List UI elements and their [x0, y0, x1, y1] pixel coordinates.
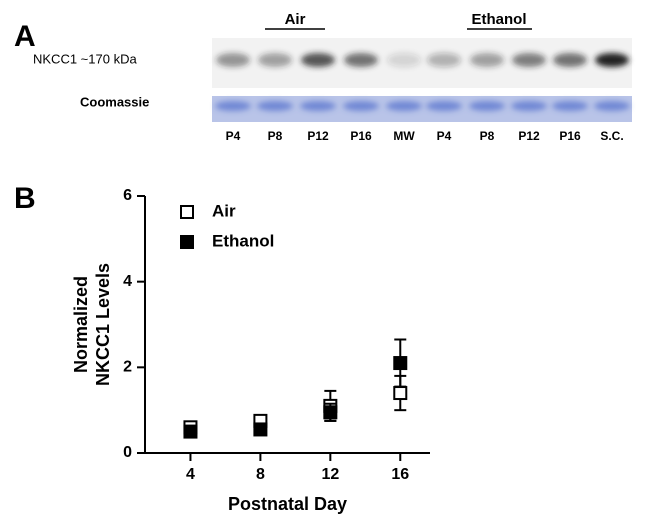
legend-label: Air [212, 201, 236, 220]
point [393, 386, 408, 401]
lane-label: P12 [518, 129, 540, 143]
coomassie-band [426, 101, 462, 111]
blot-band [470, 53, 504, 67]
legend-label: Ethanol [212, 231, 274, 250]
bands [215, 53, 630, 111]
panel-label: B [14, 182, 36, 215]
lane-label: P4 [226, 129, 241, 143]
y-tick-label: 4 [123, 273, 132, 290]
group-label: Air [285, 11, 306, 28]
row-label: NKCC1 ~170 kDa [33, 51, 137, 66]
coomassie-band [386, 101, 422, 111]
legend-marker [180, 205, 194, 219]
point [183, 424, 198, 439]
point [393, 356, 408, 371]
blot-band [553, 53, 587, 67]
y-tick-label: 2 [123, 359, 132, 376]
blot-band [344, 53, 378, 67]
x-tick-label: 16 [391, 466, 409, 483]
blot-band [387, 53, 421, 67]
lane-label: P8 [480, 129, 495, 143]
coomassie-band [552, 101, 588, 111]
lane-label: P16 [350, 129, 372, 143]
x-axis-label: Postnatal Day [228, 494, 347, 514]
blot-band [427, 53, 461, 67]
coomassie-band [343, 101, 379, 111]
lane-label: MW [393, 129, 415, 143]
y-tick-label: 0 [123, 444, 132, 461]
blot-band [595, 53, 629, 67]
coomassie-band [469, 101, 505, 111]
coomassie-band [300, 101, 336, 111]
point [253, 422, 268, 437]
row-label: Coomassie [80, 94, 149, 109]
x-tick-label: 4 [186, 466, 195, 483]
blot-band [512, 53, 546, 67]
group-label: Ethanol [472, 11, 527, 28]
lane-label: P12 [307, 129, 329, 143]
lane-label: P8 [268, 129, 283, 143]
coomassie-band [594, 101, 630, 111]
blot-band [216, 53, 250, 67]
panel-label: A [14, 20, 36, 53]
lane-label: P4 [437, 129, 452, 143]
coomassie-band [511, 101, 547, 111]
x-tick-label: 12 [321, 466, 339, 483]
coomassie-band [215, 101, 251, 111]
lane-label: P16 [559, 129, 581, 143]
point [323, 405, 338, 420]
y-axis-label: NKCC1 Levels [93, 263, 113, 386]
y-axis-label: Normalized [71, 276, 91, 373]
lane-label: S.C. [600, 129, 623, 143]
blot-band [301, 53, 335, 67]
blot-band [258, 53, 292, 67]
coomassie-band [257, 101, 293, 111]
x-tick-label: 8 [256, 466, 265, 483]
y-tick-label: 6 [123, 187, 132, 204]
legend-marker [180, 235, 194, 249]
